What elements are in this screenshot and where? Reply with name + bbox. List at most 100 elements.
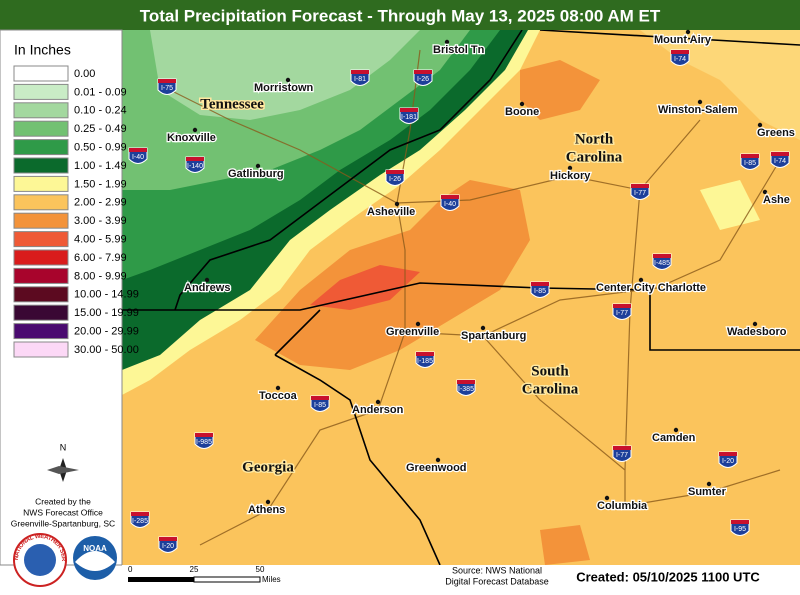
city-dot bbox=[697, 99, 703, 105]
city-label: Morristown bbox=[254, 82, 314, 94]
legend-label: 10.00 - 14.99 bbox=[74, 289, 139, 301]
scale-tick-label: 0 bbox=[128, 565, 133, 574]
scale-bar bbox=[128, 576, 261, 583]
legend-swatch bbox=[13, 286, 69, 303]
legend-title: In Inches bbox=[14, 42, 71, 58]
interstate-band bbox=[386, 170, 404, 174]
interstate-label: I-26 bbox=[417, 76, 429, 83]
legend-label: 0.01 - 0.09 bbox=[74, 86, 127, 98]
legend-label: 3.00 - 3.99 bbox=[74, 215, 127, 227]
city-label: Toccoa bbox=[259, 390, 298, 402]
interstate-band bbox=[400, 108, 418, 112]
scale-tick-label: 25 bbox=[190, 565, 199, 574]
interstate-label: I-77 bbox=[634, 190, 646, 197]
city-dot bbox=[285, 77, 291, 83]
interstate-label: I-85 bbox=[534, 288, 546, 295]
interstate-label: I-20 bbox=[722, 458, 734, 465]
city-dot bbox=[375, 399, 381, 405]
legend-swatch bbox=[13, 212, 69, 229]
city-dot bbox=[480, 325, 486, 331]
city-label: Hickory bbox=[550, 170, 591, 182]
interstate-band bbox=[771, 152, 789, 156]
interstate-label: I-385 bbox=[458, 386, 474, 393]
state-label: Carolina bbox=[566, 149, 623, 165]
legend-swatch bbox=[13, 323, 69, 340]
legend-swatch bbox=[13, 83, 69, 100]
legend-swatch bbox=[13, 267, 69, 284]
city-label: Columbia bbox=[597, 500, 648, 512]
interstate-label: I-77 bbox=[616, 310, 628, 317]
scale-unit: Miles bbox=[262, 575, 281, 584]
city-dot bbox=[255, 163, 261, 169]
legend-swatch bbox=[13, 341, 69, 358]
legend-swatch bbox=[13, 194, 69, 211]
city-dot bbox=[275, 385, 281, 391]
legend-label: 4.00 - 5.99 bbox=[74, 234, 127, 246]
interstate-band bbox=[186, 157, 204, 161]
city-label: Mount Airy bbox=[654, 34, 712, 46]
interstate-band bbox=[158, 79, 176, 83]
interstate-band bbox=[129, 148, 147, 152]
city-label: Greens bbox=[757, 127, 795, 139]
map bbox=[122, 29, 800, 566]
city-dot bbox=[762, 189, 768, 195]
interstate-label: I-140 bbox=[187, 163, 203, 170]
interstate-band bbox=[671, 50, 689, 54]
city-dot bbox=[519, 101, 525, 107]
city-label: Center City Charlotte bbox=[596, 282, 706, 294]
compass-label: N bbox=[60, 442, 67, 452]
title-bar bbox=[0, 0, 800, 30]
scale-tick-label: 50 bbox=[256, 565, 265, 574]
city-dot bbox=[638, 277, 644, 283]
legend-swatch bbox=[13, 249, 69, 266]
city-label: Gatlinburg bbox=[228, 168, 284, 180]
city-dot bbox=[415, 321, 421, 327]
source-line: Source: NWS National bbox=[452, 565, 542, 575]
city-label: Winston-Salem bbox=[658, 104, 738, 116]
interstate-label: I-74 bbox=[674, 56, 686, 63]
noaa-logo: NOAA bbox=[73, 536, 117, 580]
interstate-band bbox=[653, 254, 671, 258]
source-line: Digital Forecast Database bbox=[445, 576, 549, 586]
interstate-band bbox=[731, 520, 749, 524]
city-label: Boone bbox=[505, 106, 539, 118]
legend-swatch bbox=[13, 157, 69, 174]
city-label: Greenwood bbox=[406, 462, 467, 474]
city-dot bbox=[567, 165, 573, 171]
interstate-band bbox=[159, 537, 177, 541]
city-label: Spartanburg bbox=[461, 330, 526, 342]
legend-swatch bbox=[13, 120, 69, 137]
interstate-band bbox=[416, 352, 434, 356]
created: Created: 05/10/2025 1100 UTC bbox=[576, 569, 760, 584]
state-label: South bbox=[531, 363, 569, 379]
noaa-logo-text: NOAA bbox=[83, 544, 107, 553]
interstate-band bbox=[719, 452, 737, 456]
interstate-band bbox=[457, 380, 475, 384]
legend-label: 6.00 - 7.99 bbox=[74, 252, 127, 264]
state-label: Georgia bbox=[242, 459, 294, 475]
legend-label: 1.00 - 1.49 bbox=[74, 160, 127, 172]
interstate-band bbox=[131, 512, 149, 516]
interstate-label: I-485 bbox=[654, 260, 670, 267]
city-dot bbox=[444, 39, 450, 45]
legend-swatch bbox=[13, 304, 69, 321]
city-label: Wadesboro bbox=[727, 326, 787, 338]
city-dot bbox=[685, 29, 691, 35]
city-label: Ashe bbox=[763, 194, 790, 206]
map-labels: I-75 I-81 I-26 I-181 I-40 I-140 I-26 I-40 I-74 I-… bbox=[128, 29, 796, 553]
legend-label: 20.00 - 29.99 bbox=[74, 326, 139, 338]
interstate-band bbox=[613, 304, 631, 308]
city-dot bbox=[265, 499, 271, 505]
office-line: NWS Forecast Office bbox=[23, 507, 103, 517]
city-label: Camden bbox=[652, 432, 696, 444]
legend-label: 0.00 bbox=[74, 68, 95, 80]
city-label: Athens bbox=[248, 504, 285, 516]
city-label: Andrews bbox=[184, 282, 230, 294]
legend-label: 0.10 - 0.24 bbox=[74, 105, 127, 117]
interstate-label: I-75 bbox=[161, 85, 173, 92]
interstate-band bbox=[631, 184, 649, 188]
legend-swatch bbox=[13, 231, 69, 248]
